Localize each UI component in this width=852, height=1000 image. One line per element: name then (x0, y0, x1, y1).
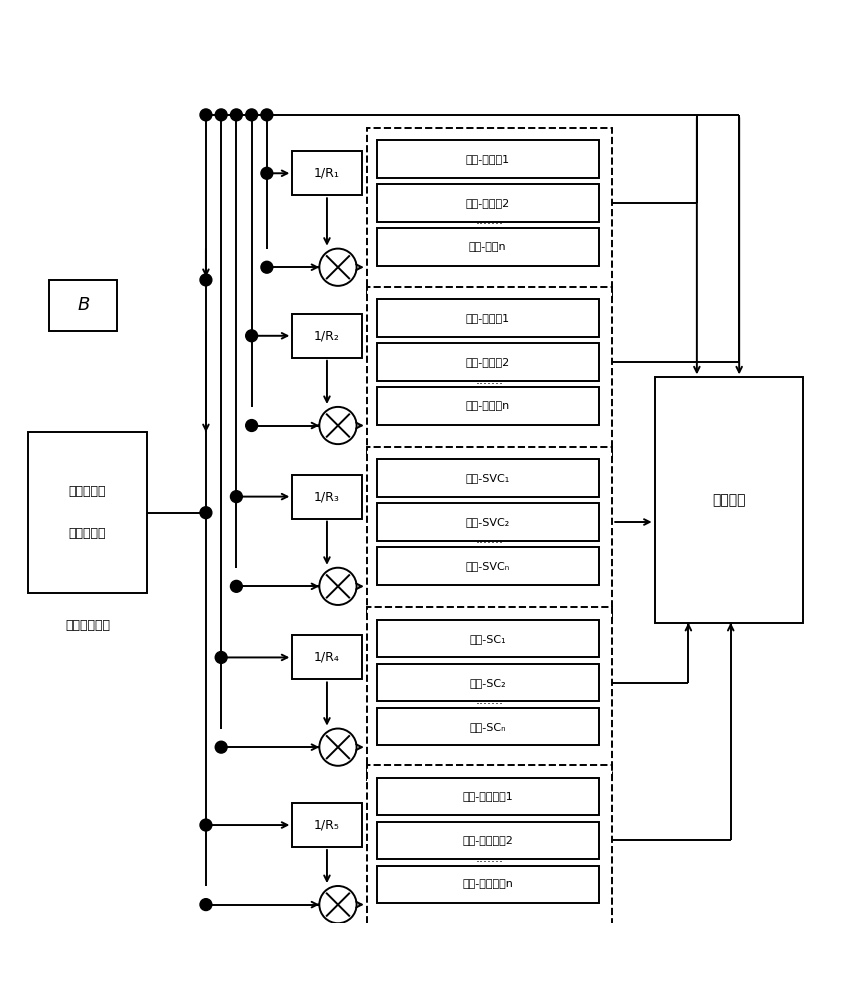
Circle shape (231, 580, 242, 592)
Text: 元胞-SC₂: 元胞-SC₂ (469, 678, 506, 688)
Circle shape (261, 167, 273, 179)
Circle shape (231, 491, 242, 503)
FancyBboxPatch shape (377, 459, 599, 497)
Circle shape (216, 741, 227, 753)
Circle shape (261, 261, 273, 273)
Text: 元胞-发电杧2: 元胞-发电杧2 (466, 357, 509, 367)
FancyBboxPatch shape (366, 447, 613, 620)
FancyBboxPatch shape (377, 299, 599, 337)
FancyBboxPatch shape (28, 432, 147, 593)
FancyBboxPatch shape (377, 822, 599, 859)
FancyBboxPatch shape (377, 778, 599, 815)
FancyBboxPatch shape (377, 547, 599, 585)
Text: 元胞-并联电容1: 元胞-并联电容1 (463, 791, 513, 801)
Circle shape (216, 652, 227, 663)
Circle shape (245, 420, 257, 431)
Text: 元胞-SVCₙ: 元胞-SVCₙ (466, 561, 509, 571)
Text: ·······: ······· (475, 856, 504, 869)
Text: 元胞-SVC₁: 元胞-SVC₁ (466, 473, 509, 483)
Text: 1/R₁: 1/R₁ (314, 167, 340, 180)
Text: 实时电压优: 实时电压优 (69, 485, 106, 498)
Text: ·······: ······· (475, 218, 504, 231)
Text: 元胞-变压器2: 元胞-变压器2 (466, 198, 509, 208)
FancyBboxPatch shape (292, 635, 361, 679)
FancyBboxPatch shape (292, 314, 361, 358)
Text: 互联电网: 互联电网 (712, 493, 746, 507)
Text: 1/R₃: 1/R₃ (314, 490, 340, 503)
FancyBboxPatch shape (366, 607, 613, 781)
FancyBboxPatch shape (292, 151, 361, 195)
Text: 1/R₅: 1/R₅ (314, 819, 340, 832)
FancyBboxPatch shape (377, 503, 599, 541)
Circle shape (216, 109, 227, 121)
FancyBboxPatch shape (377, 228, 599, 266)
FancyBboxPatch shape (292, 803, 361, 847)
Text: 元胞-并联电容n: 元胞-并联电容n (463, 879, 513, 889)
Text: 1/R₄: 1/R₄ (314, 651, 340, 664)
Circle shape (245, 330, 257, 342)
Text: 化与控制器: 化与控制器 (69, 527, 106, 540)
Circle shape (200, 109, 212, 121)
Text: 1/R₂: 1/R₂ (314, 329, 340, 342)
FancyBboxPatch shape (377, 184, 599, 222)
Text: $B$: $B$ (77, 296, 89, 314)
Circle shape (231, 109, 242, 121)
Circle shape (261, 109, 273, 121)
Text: 元胞-SVC₂: 元胞-SVC₂ (466, 517, 509, 527)
Text: ·······: ······· (475, 698, 504, 711)
Circle shape (200, 819, 212, 831)
Circle shape (245, 109, 257, 121)
FancyBboxPatch shape (654, 377, 803, 623)
FancyBboxPatch shape (377, 620, 599, 657)
Text: ·······: ······· (475, 538, 504, 551)
Text: 统一时间尺度: 统一时间尺度 (65, 619, 110, 632)
FancyBboxPatch shape (366, 765, 613, 938)
Text: 元胞-并联电容2: 元胞-并联电容2 (463, 835, 513, 845)
Text: 元胞-发电机n: 元胞-发电机n (466, 401, 509, 411)
Text: 元胞-SC₁: 元胞-SC₁ (469, 634, 506, 644)
Text: ·······: ······· (475, 378, 504, 391)
Text: 元胞-SCₙ: 元胞-SCₙ (469, 722, 506, 732)
FancyBboxPatch shape (366, 128, 613, 301)
Circle shape (200, 274, 212, 286)
FancyBboxPatch shape (377, 140, 599, 178)
FancyBboxPatch shape (377, 343, 599, 381)
Text: 元胞-发电杧1: 元胞-发电杧1 (466, 313, 509, 323)
FancyBboxPatch shape (366, 287, 613, 460)
FancyBboxPatch shape (49, 280, 117, 331)
FancyBboxPatch shape (377, 866, 599, 903)
Circle shape (200, 507, 212, 519)
FancyBboxPatch shape (377, 387, 599, 425)
Text: 元胞-变压器1: 元胞-变压器1 (466, 154, 509, 164)
FancyBboxPatch shape (292, 475, 361, 519)
Circle shape (200, 899, 212, 911)
FancyBboxPatch shape (377, 664, 599, 701)
Text: 元胞-变压n: 元胞-变压n (469, 242, 507, 252)
FancyBboxPatch shape (377, 708, 599, 745)
